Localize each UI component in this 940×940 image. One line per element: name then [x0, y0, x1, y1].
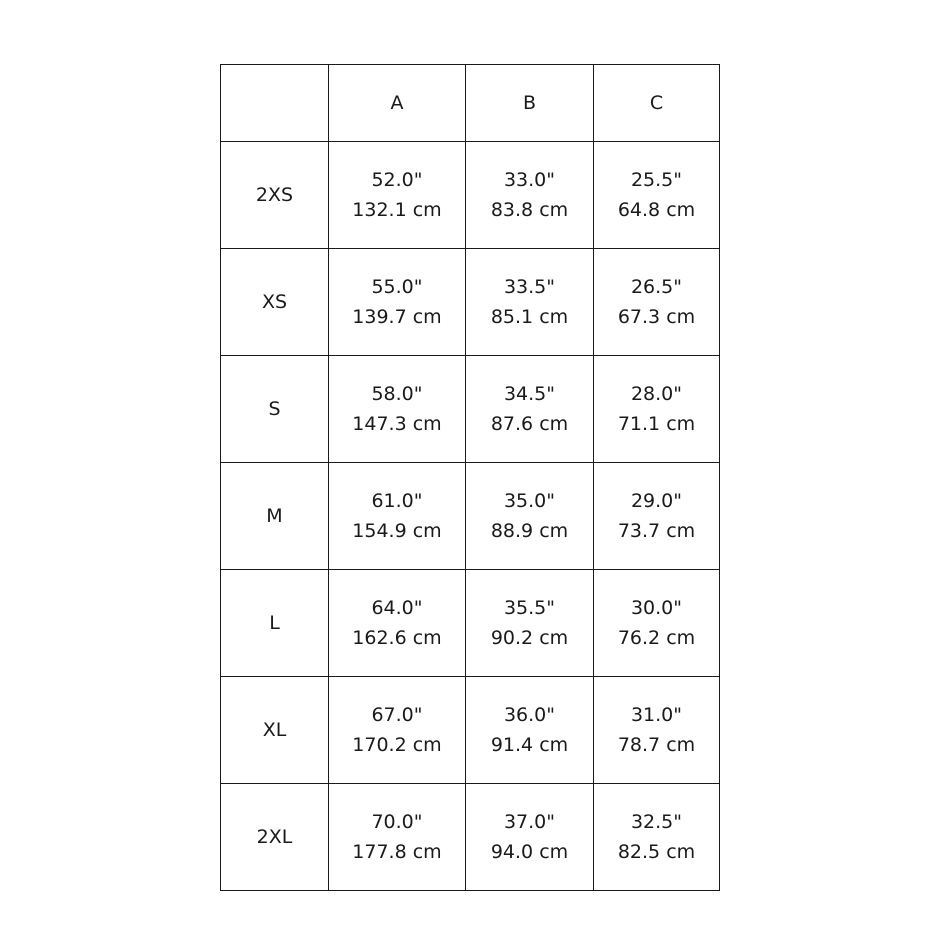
measurement-cell: 31.0" 78.7 cm: [593, 676, 720, 784]
table-row: 2XL 70.0" 177.8 cm 37.0" 94.0 cm 32.5" 82.5 cm: [220, 783, 720, 891]
measurement-cell: 36.0" 91.4 cm: [465, 676, 594, 784]
table-row: XS 55.0" 139.7 cm 33.5" 85.1 cm 26.5" 67.3 cm: [220, 248, 720, 356]
measurement-cell: 52.0" 132.1 cm: [328, 141, 466, 249]
inches-value: 64.0": [371, 597, 423, 619]
column-header-a: A: [328, 64, 466, 142]
inches-value: 31.0": [630, 704, 683, 726]
measurement-cell: 61.0" 154.9 cm: [328, 462, 466, 570]
inches-value: 52.0": [371, 169, 423, 191]
centimeters-value: 76.2 cm: [617, 627, 696, 649]
size-label: S: [220, 355, 329, 463]
inches-value: 35.0": [503, 490, 556, 512]
size-label: L: [220, 569, 329, 677]
centimeters-value: 85.1 cm: [490, 306, 569, 328]
inches-value: 61.0": [371, 490, 423, 512]
centimeters-value: 90.2 cm: [490, 627, 569, 649]
inches-value: 30.0": [630, 597, 683, 619]
inches-value: 67.0": [371, 704, 423, 726]
measurement-cell: 35.0" 88.9 cm: [465, 462, 594, 570]
table-row: XL 67.0" 170.2 cm 36.0" 91.4 cm 31.0" 78.7 cm: [220, 676, 720, 784]
measurement-cell: 33.5" 85.1 cm: [465, 248, 594, 356]
inches-value: 32.5": [630, 811, 683, 833]
centimeters-value: 71.1 cm: [617, 413, 696, 435]
size-label: M: [220, 462, 329, 570]
corner-cell: [220, 64, 329, 142]
measurement-cell: 33.0" 83.8 cm: [465, 141, 594, 249]
centimeters-value: 154.9 cm: [352, 520, 442, 542]
inches-value: 36.0": [503, 704, 556, 726]
inches-value: 29.0": [630, 490, 683, 512]
centimeters-value: 67.3 cm: [617, 306, 696, 328]
measurement-cell: 55.0" 139.7 cm: [328, 248, 466, 356]
measurement-cell: 29.0" 73.7 cm: [593, 462, 720, 570]
header-row: A B C: [220, 64, 720, 142]
centimeters-value: 139.7 cm: [352, 306, 442, 328]
table-row: M 61.0" 154.9 cm 35.0" 88.9 cm 29.0" 73.7 cm: [220, 462, 720, 570]
centimeters-value: 170.2 cm: [352, 734, 442, 756]
centimeters-value: 132.1 cm: [352, 199, 442, 221]
inches-value: 58.0": [371, 383, 423, 405]
centimeters-value: 87.6 cm: [490, 413, 569, 435]
measurement-cell: 26.5" 67.3 cm: [593, 248, 720, 356]
measurement-cell: 32.5" 82.5 cm: [593, 783, 720, 891]
table-row: S 58.0" 147.3 cm 34.5" 87.6 cm 28.0" 71.1 cm: [220, 355, 720, 463]
inches-value: 55.0": [371, 276, 423, 298]
size-label: XS: [220, 248, 329, 356]
column-header-c: C: [593, 64, 720, 142]
table-row: L 64.0" 162.6 cm 35.5" 90.2 cm 30.0" 76.2 cm: [220, 569, 720, 677]
centimeters-value: 177.8 cm: [352, 841, 442, 863]
centimeters-value: 83.8 cm: [490, 199, 569, 221]
centimeters-value: 73.7 cm: [617, 520, 696, 542]
measurement-cell: 37.0" 94.0 cm: [465, 783, 594, 891]
column-header-b: B: [465, 64, 594, 142]
measurement-cell: 30.0" 76.2 cm: [593, 569, 720, 677]
inches-value: 28.0": [630, 383, 683, 405]
centimeters-value: 94.0 cm: [490, 841, 569, 863]
measurement-cell: 25.5" 64.8 cm: [593, 141, 720, 249]
centimeters-value: 82.5 cm: [617, 841, 696, 863]
size-chart-table: A B C 2XS 52.0" 132.1 cm 33.0" 83.8 cm 25.5" 6…: [220, 64, 720, 891]
centimeters-value: 91.4 cm: [490, 734, 569, 756]
table-row: 2XS 52.0" 132.1 cm 33.0" 83.8 cm 25.5" 64.8 cm: [220, 141, 720, 249]
inches-value: 33.5": [503, 276, 556, 298]
inches-value: 37.0": [503, 811, 556, 833]
inches-value: 70.0": [371, 811, 423, 833]
measurement-cell: 70.0" 177.8 cm: [328, 783, 466, 891]
inches-value: 25.5": [630, 169, 683, 191]
measurement-cell: 34.5" 87.6 cm: [465, 355, 594, 463]
size-chart-body: A B C 2XS 52.0" 132.1 cm 33.0" 83.8 cm 25.5" 6…: [220, 64, 720, 891]
size-label: XL: [220, 676, 329, 784]
measurement-cell: 67.0" 170.2 cm: [328, 676, 466, 784]
size-label: 2XS: [220, 141, 329, 249]
inches-value: 35.5": [503, 597, 556, 619]
size-label: 2XL: [220, 783, 329, 891]
measurement-cell: 28.0" 71.1 cm: [593, 355, 720, 463]
centimeters-value: 78.7 cm: [617, 734, 696, 756]
inches-value: 26.5": [630, 276, 683, 298]
centimeters-value: 147.3 cm: [352, 413, 442, 435]
centimeters-value: 88.9 cm: [490, 520, 569, 542]
centimeters-value: 64.8 cm: [617, 199, 696, 221]
inches-value: 34.5": [503, 383, 556, 405]
measurement-cell: 64.0" 162.6 cm: [328, 569, 466, 677]
measurement-cell: 58.0" 147.3 cm: [328, 355, 466, 463]
inches-value: 33.0": [503, 169, 556, 191]
centimeters-value: 162.6 cm: [352, 627, 442, 649]
measurement-cell: 35.5" 90.2 cm: [465, 569, 594, 677]
